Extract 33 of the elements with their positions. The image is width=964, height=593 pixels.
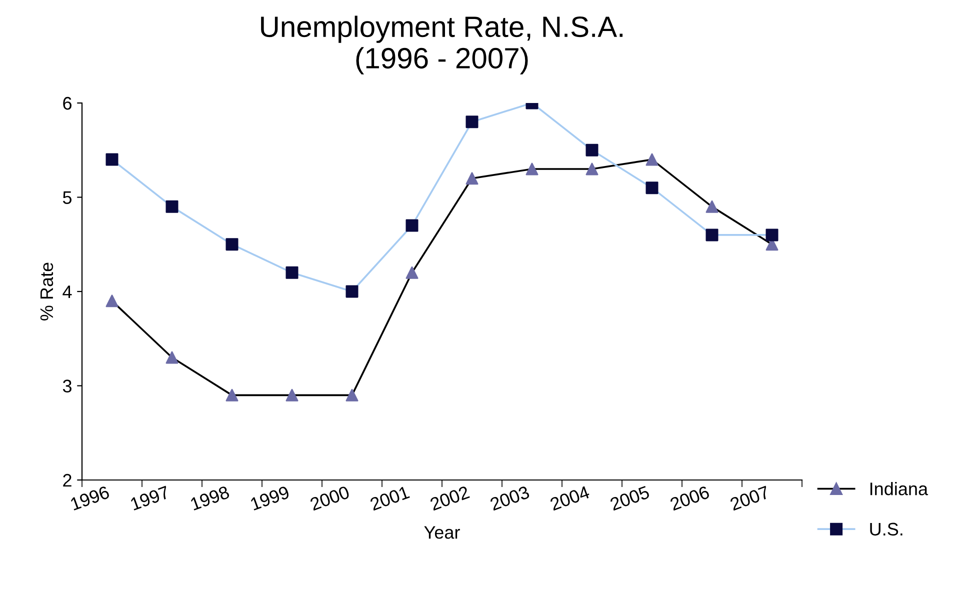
y-tick-label: 6 [63,96,72,110]
y-tick-label: 2 [63,474,72,487]
x-tick-label: 2001 [370,486,410,511]
y-tick-label: 3 [62,380,72,392]
x-tick-label: 1998 [190,486,230,511]
point [106,294,118,308]
y-axis-title: % Rate [40,262,54,320]
x-tick-label: 2000 [310,486,350,511]
x-tick-label: 2004 [550,485,590,511]
point [706,200,718,213]
x-tick-label: 1996 [70,486,110,511]
point [466,172,478,185]
x-axis-title: Year [424,526,460,539]
point [526,162,538,176]
legend-label: U.S. [870,522,902,536]
chart-title: Unemployment Rate, N.S.A. (1996 - 2007) [261,16,623,74]
point [406,266,418,279]
x-tick-label: 2002 [430,486,470,511]
x-tick-label: 1997 [130,486,170,511]
x-tick-label: 1999 [250,486,290,511]
x-tick-label: 2007 [730,486,770,511]
point [586,162,598,176]
point [346,388,358,402]
y-tick-label: 4 [62,286,72,298]
point [646,153,658,166]
point [226,388,238,402]
point [166,351,178,364]
x-tick-label: 2005 [610,486,650,511]
y-tick-label: 5 [62,191,72,204]
point [286,388,298,402]
x-tick-label: 2003 [490,486,530,511]
x-tick-label: 2006 [670,486,710,511]
legend-label: Indiana [870,482,928,496]
